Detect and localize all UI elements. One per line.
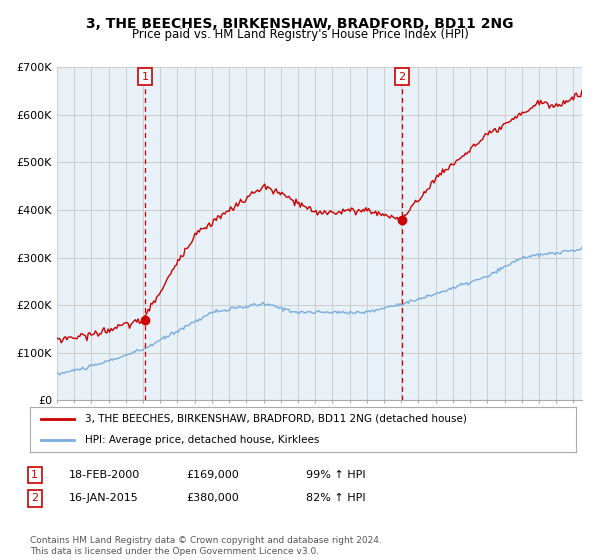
- Text: Contains HM Land Registry data © Crown copyright and database right 2024.
This d: Contains HM Land Registry data © Crown c…: [30, 536, 382, 556]
- Text: £380,000: £380,000: [186, 493, 239, 503]
- Text: 3, THE BEECHES, BIRKENSHAW, BRADFORD, BD11 2NG: 3, THE BEECHES, BIRKENSHAW, BRADFORD, BD…: [86, 17, 514, 31]
- Text: 16-JAN-2015: 16-JAN-2015: [69, 493, 139, 503]
- Text: £169,000: £169,000: [186, 470, 239, 480]
- Text: 1: 1: [31, 470, 38, 480]
- Text: 18-FEB-2000: 18-FEB-2000: [69, 470, 140, 480]
- Text: 99% ↑ HPI: 99% ↑ HPI: [306, 470, 365, 480]
- Text: 3, THE BEECHES, BIRKENSHAW, BRADFORD, BD11 2NG (detached house): 3, THE BEECHES, BIRKENSHAW, BRADFORD, BD…: [85, 414, 466, 424]
- Text: 2: 2: [398, 72, 406, 82]
- Text: HPI: Average price, detached house, Kirklees: HPI: Average price, detached house, Kirk…: [85, 435, 319, 445]
- Text: 82% ↑ HPI: 82% ↑ HPI: [306, 493, 365, 503]
- Text: 1: 1: [142, 72, 149, 82]
- Text: Price paid vs. HM Land Registry's House Price Index (HPI): Price paid vs. HM Land Registry's House …: [131, 28, 469, 41]
- Text: 2: 2: [31, 493, 38, 503]
